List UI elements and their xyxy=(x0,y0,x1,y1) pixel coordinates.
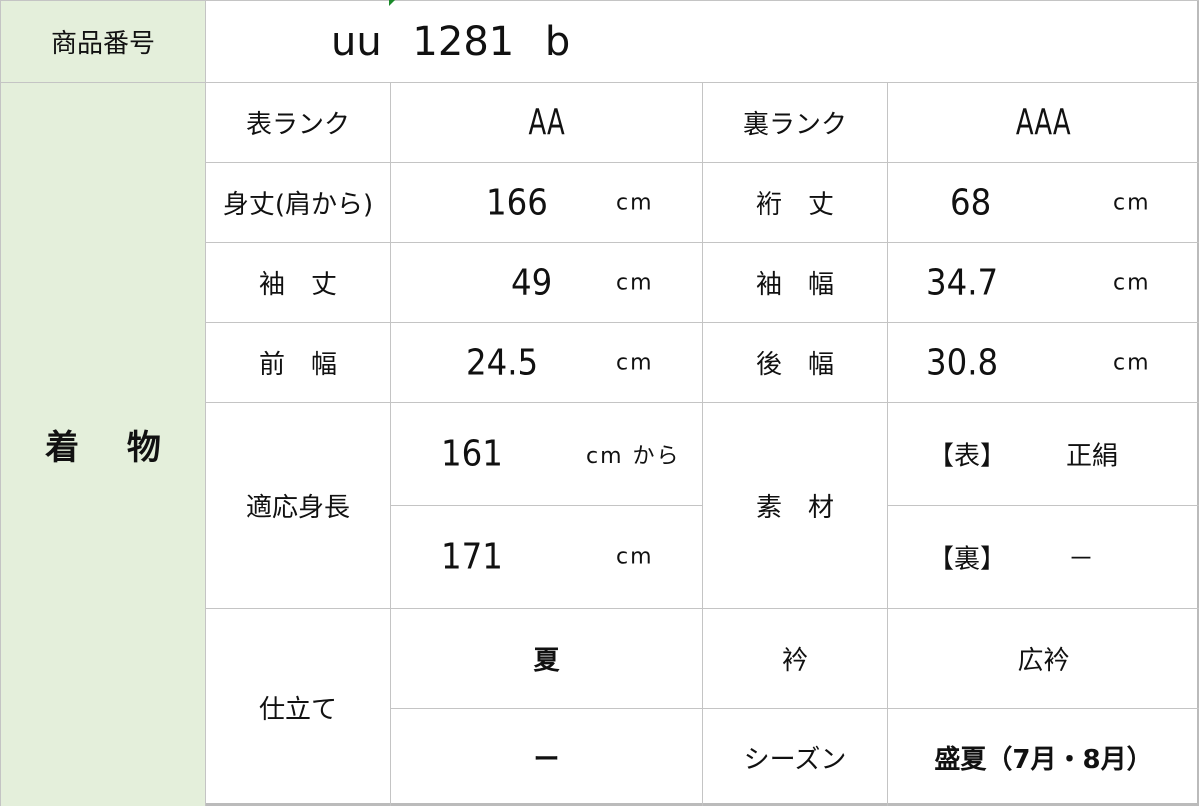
sodetake-label: 袖 丈 xyxy=(205,242,390,322)
season-value: 盛夏（7月・8月） xyxy=(887,708,1199,806)
material-ura: 【裏】 － xyxy=(887,505,1199,608)
sodehaba-unit: cm xyxy=(1113,270,1151,295)
eri-value: 広衿 xyxy=(887,608,1199,708)
omote-rank-value: AA xyxy=(390,82,702,162)
eri-label: 衿 xyxy=(702,608,887,708)
height-label: 適応身長 xyxy=(205,402,390,608)
shitate-value-1: 夏 xyxy=(390,608,702,708)
ushirohaba-value: 30.8 cm xyxy=(887,322,1199,402)
maehaba-label: 前 幅 xyxy=(205,322,390,402)
mitake-number: 166 xyxy=(486,182,548,223)
material-omote: 【表】 正絹 xyxy=(887,402,1199,505)
sodetake-number: 49 xyxy=(511,262,553,303)
yuki-label: 裄 丈 xyxy=(702,162,887,242)
product-number-label: 商品番号 xyxy=(0,0,205,82)
material-ura-value: － xyxy=(1068,544,1095,575)
height-from-unit: cm から xyxy=(586,444,681,469)
sodetake-unit: cm xyxy=(616,270,654,295)
height-to: 171 cm xyxy=(390,505,702,608)
material-omote-label: 【表】 xyxy=(928,441,1007,472)
season-label: シーズン xyxy=(702,708,887,806)
ushirohaba-unit: cm xyxy=(1113,350,1151,375)
material-omote-value: 正絹 xyxy=(1066,441,1119,472)
yuki-number: 68 xyxy=(950,182,992,223)
mitake-value: 166 cm xyxy=(390,162,702,242)
height-to-number: 171 xyxy=(441,536,503,578)
yuki-unit: cm xyxy=(1113,190,1151,215)
height-from: 161 cm から xyxy=(390,402,702,505)
shitate-label: 仕立て xyxy=(205,608,390,806)
section-label: 着 物 xyxy=(0,82,205,806)
ura-rank-value: AAA xyxy=(887,82,1199,162)
material-ura-label: 【裏】 xyxy=(928,544,1007,575)
maehaba-value: 24.5 cm xyxy=(390,322,702,402)
ura-rank-text: AAA xyxy=(1016,102,1071,143)
cell-comment-marker xyxy=(389,0,395,6)
maehaba-number: 24.5 xyxy=(466,342,539,383)
mitake-label: 身丈(肩から) xyxy=(205,162,390,242)
section-label-text: 着 物 xyxy=(45,428,179,468)
omote-rank-label: 表ランク xyxy=(205,82,390,162)
product-number-label-text: 商品番号 xyxy=(50,29,155,59)
ushirohaba-number: 30.8 xyxy=(926,342,999,383)
maehaba-unit: cm xyxy=(616,350,654,375)
ura-rank-label: 裏ランク xyxy=(702,82,887,162)
height-from-number: 161 xyxy=(441,433,503,475)
material-label: 素 材 xyxy=(702,402,887,608)
product-number-cell: uu 1281 b xyxy=(205,0,1199,82)
product-number-value: uu 1281 b xyxy=(331,18,571,65)
yuki-value: 68 cm xyxy=(887,162,1199,242)
sodehaba-value: 34.7 cm xyxy=(887,242,1199,322)
ushirohaba-label: 後 幅 xyxy=(702,322,887,402)
shitate-value-2: ー xyxy=(390,708,702,806)
sodehaba-number: 34.7 xyxy=(926,262,999,303)
omote-rank-text: AA xyxy=(528,102,565,143)
height-to-unit: cm xyxy=(616,544,654,570)
mitake-unit: cm xyxy=(616,190,654,215)
sodehaba-label: 袖 幅 xyxy=(702,242,887,322)
sodetake-value: 49 cm xyxy=(390,242,702,322)
